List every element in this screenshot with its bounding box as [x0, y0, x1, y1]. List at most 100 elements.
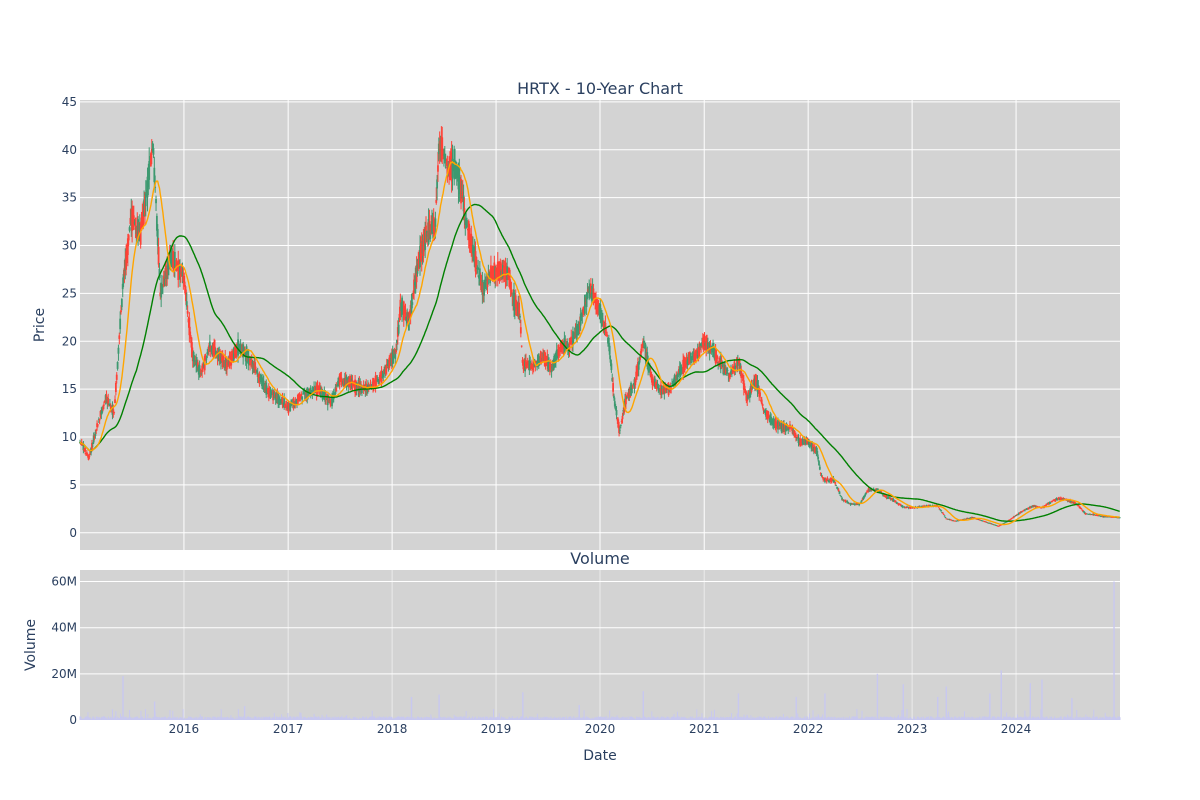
candle-body [690, 359, 693, 361]
candle-body [483, 282, 485, 296]
candle-body [300, 393, 303, 399]
candle-body [93, 434, 96, 439]
candle-body [736, 359, 739, 366]
candle-body [1094, 515, 1097, 516]
candle-body [204, 359, 207, 361]
candle-body [839, 495, 842, 496]
candle-body [509, 282, 512, 289]
candle-body [619, 429, 621, 431]
candle-body [826, 478, 829, 481]
candle-body [685, 356, 688, 364]
price-tick-label: 15 [62, 382, 77, 396]
candle-body [558, 350, 561, 352]
candle-body [1040, 507, 1043, 509]
price-tick-label: 5 [69, 478, 77, 492]
candle-body [604, 322, 607, 332]
candle-body [656, 383, 659, 385]
candle-body [625, 396, 628, 399]
candle-body [191, 342, 193, 358]
candle-body [621, 415, 624, 420]
candle-body [91, 442, 93, 450]
candle-body [499, 261, 502, 272]
price-chart-title: HRTX - 10-Year Chart [517, 79, 683, 98]
candle-body [518, 302, 521, 319]
candle-body [866, 491, 869, 493]
candle-body [1012, 517, 1014, 519]
candle-body [965, 518, 967, 520]
candle-body [208, 345, 210, 352]
candle-body [103, 404, 105, 406]
candle-body [411, 302, 414, 305]
candle-body [301, 396, 304, 400]
candle-body [529, 361, 532, 366]
candle-body [117, 347, 120, 354]
date-tick-label: 2016 [169, 722, 200, 736]
candle-body [706, 338, 708, 346]
price-y-axis: 0 5 10 15 20 25 30 35 40 45 [62, 95, 77, 540]
candle-body [184, 285, 186, 294]
date-tick-label: 2021 [689, 722, 720, 736]
candle-body [644, 344, 647, 360]
candle-body [460, 178, 462, 204]
candle-body [618, 425, 620, 434]
candle-body [865, 492, 867, 495]
candle-body [103, 400, 106, 402]
candle-body [674, 379, 677, 383]
candle-body [206, 352, 209, 355]
candle-body [734, 366, 737, 369]
candle-body [968, 518, 971, 520]
candle-body [807, 439, 810, 446]
price-tick-label: 45 [62, 95, 77, 109]
candle-body [864, 494, 867, 497]
candle-body [565, 341, 568, 346]
candle-body [584, 294, 586, 314]
candle-body [862, 496, 865, 500]
candle-body [92, 435, 95, 443]
candle-body [179, 274, 182, 277]
candle-body [101, 408, 104, 413]
candle-body [94, 432, 97, 436]
candle-body [307, 390, 310, 397]
candle-body [585, 293, 588, 307]
candle-body [836, 487, 838, 489]
candle-body [742, 378, 744, 381]
candle-body [189, 331, 192, 336]
candle-body [82, 444, 85, 451]
candle-body [367, 384, 369, 389]
candle-body [446, 164, 449, 178]
candle-body [770, 416, 773, 425]
candle-body [398, 313, 401, 318]
candle-body [817, 456, 820, 460]
candle-body [795, 434, 797, 438]
candle-body [747, 394, 749, 399]
candle-body [107, 398, 110, 406]
candle-body [401, 297, 403, 315]
candle-body [608, 345, 611, 355]
candle-body [188, 317, 191, 336]
candle-body [91, 442, 94, 444]
candle-body [1074, 502, 1077, 504]
candle-body [698, 343, 701, 358]
candle-body [179, 265, 181, 280]
candle-body [1020, 511, 1023, 513]
candle-body [226, 362, 228, 370]
candle-body [157, 246, 160, 265]
candle-body [560, 342, 563, 347]
candle-body [938, 508, 941, 510]
candle-body [658, 388, 661, 392]
candle-body [812, 444, 814, 450]
candle-body [333, 393, 336, 396]
candle-body [84, 448, 87, 452]
candle-body [841, 498, 843, 500]
candle-body [308, 391, 310, 393]
candle-body [763, 410, 766, 412]
candle-body [245, 346, 248, 363]
candle-body [1013, 516, 1016, 518]
candle-body [100, 411, 103, 415]
candle-body [137, 219, 139, 241]
candle-body [741, 374, 744, 377]
candle-body [1000, 524, 1002, 526]
candle-body [1015, 514, 1018, 516]
candle-body [126, 238, 129, 256]
candle-body [113, 411, 116, 413]
